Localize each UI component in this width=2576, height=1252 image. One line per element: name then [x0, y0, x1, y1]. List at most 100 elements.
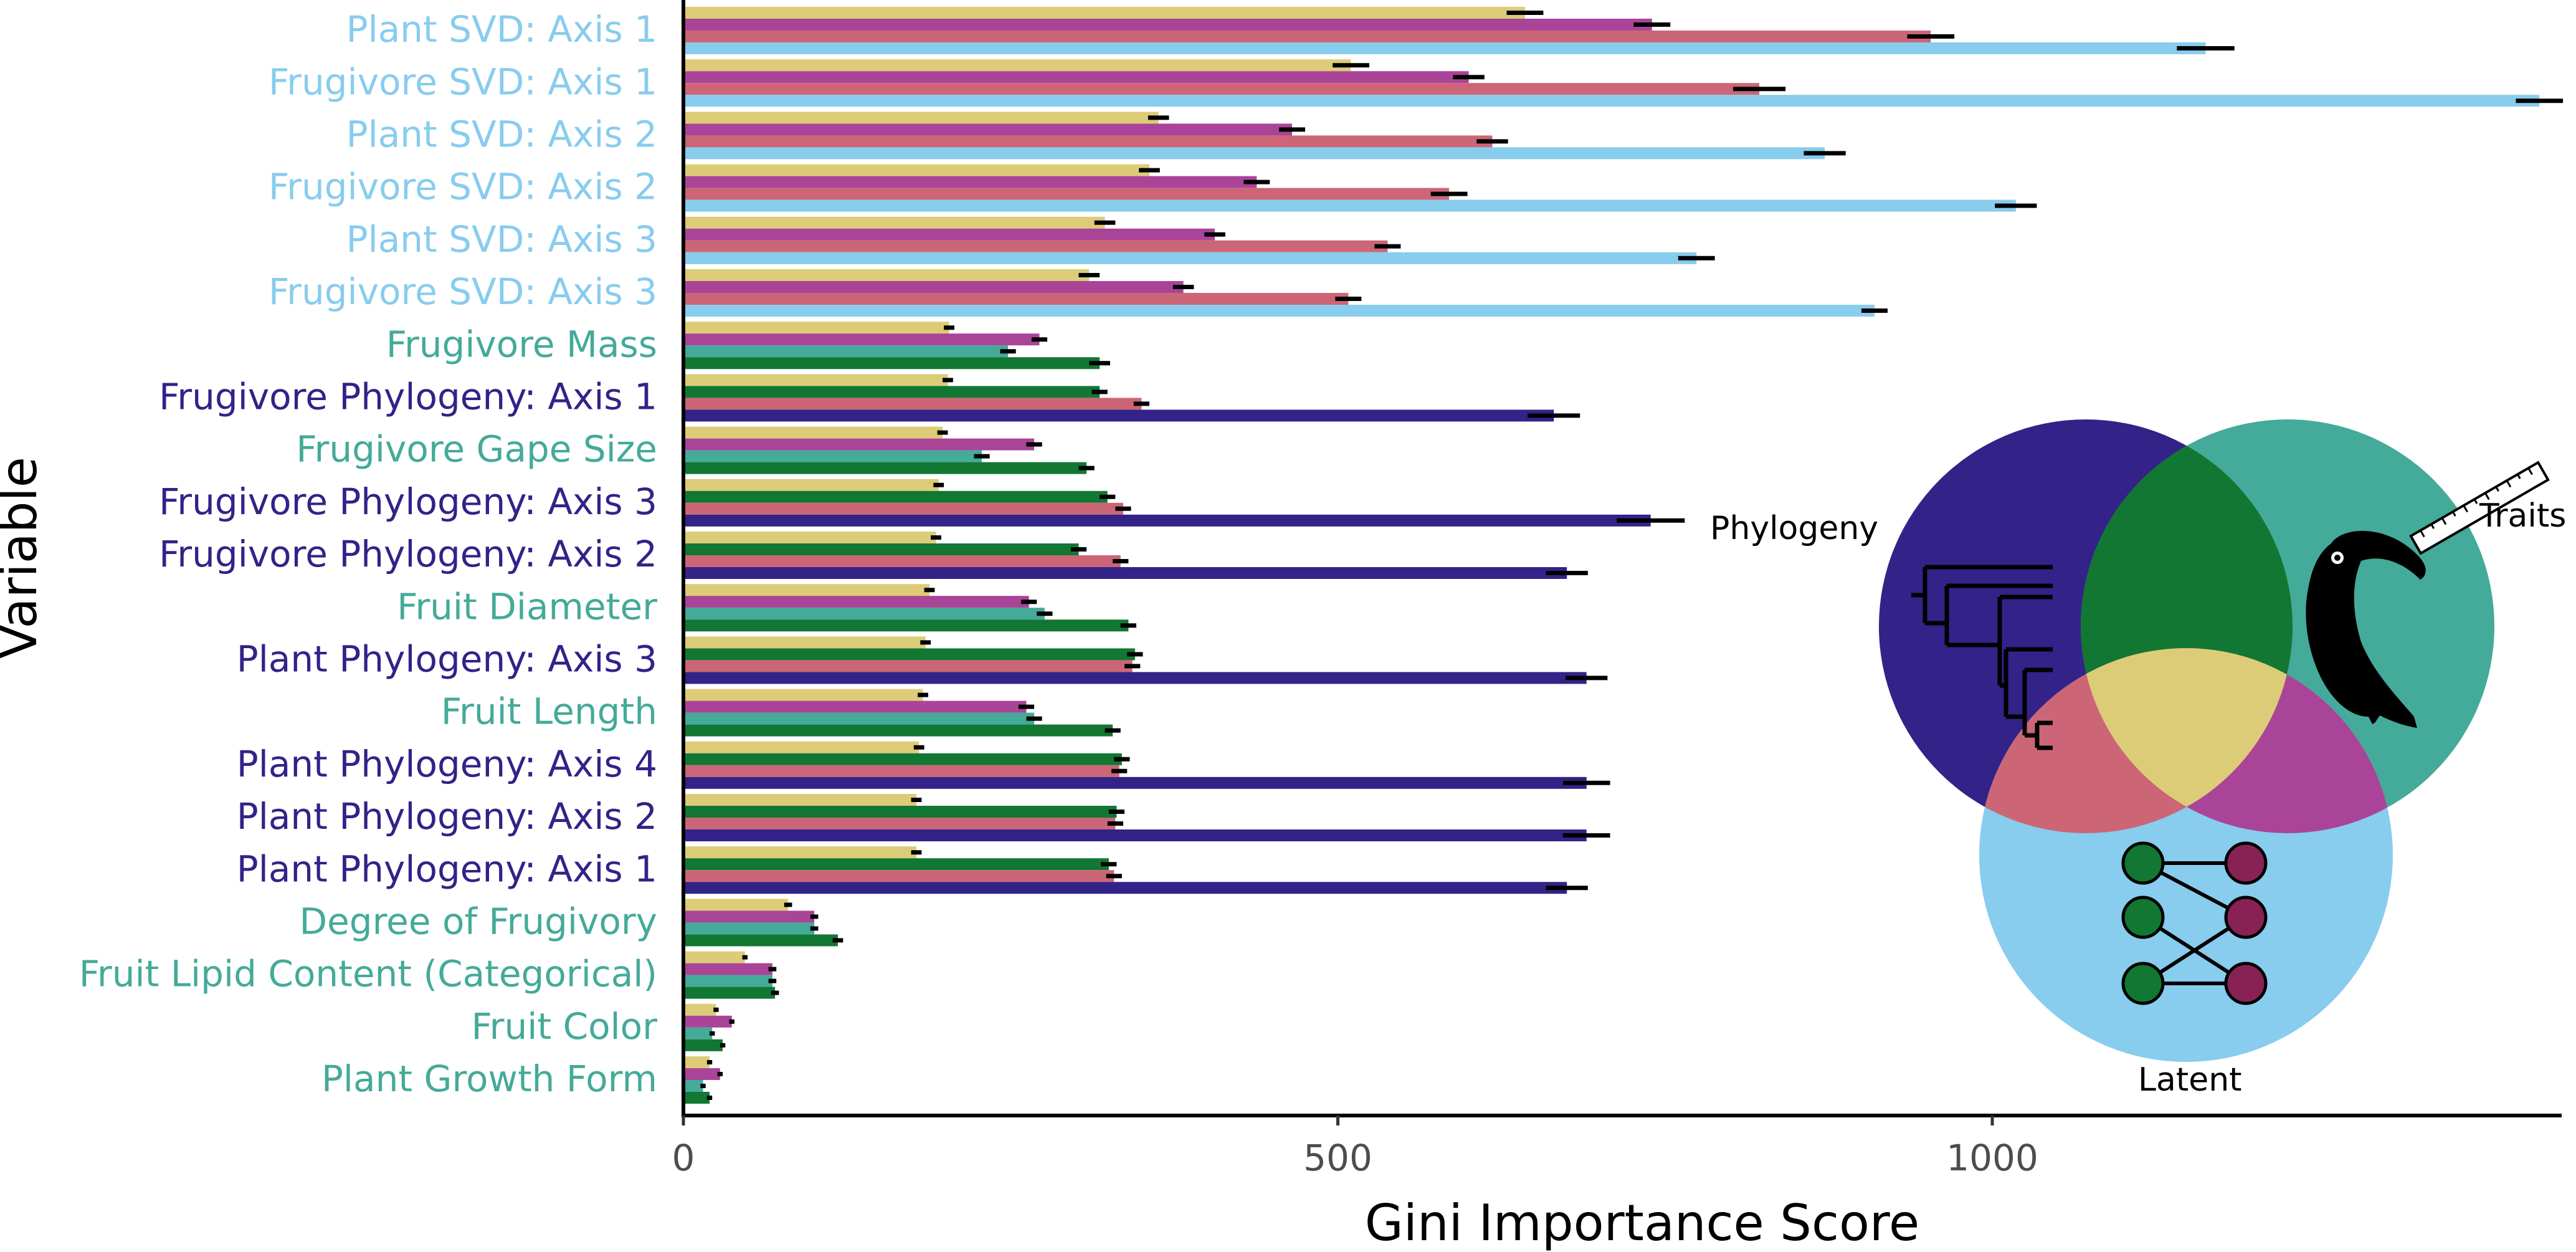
bar-frugivore-gape-size-teal: [683, 450, 982, 462]
bar-fruit-color-yellow: [683, 1003, 716, 1016]
venn-label-traits: Traits: [2479, 497, 2566, 535]
bar-frugivore-mass-green: [683, 357, 1100, 370]
bar-frugivore-svd-axis-3-yellow: [683, 269, 1090, 281]
bar-fruit-length-yellow: [683, 689, 923, 701]
bar-plant-svd-axis-3-red: [683, 240, 1388, 252]
category-label-fruit-diameter: Fruit Diameter: [397, 585, 657, 628]
bar-plant-phylogeny-axis-4-red: [683, 765, 1119, 777]
bar-frugivore-phylogeny-axis-1-red: [683, 398, 1142, 410]
bar-frugivore-phylogeny-axis-2-red: [683, 555, 1121, 567]
bar-frugivore-phylogeny-axis-1-yellow: [683, 374, 948, 386]
bar-plant-svd-axis-2-lightblue: [683, 147, 1825, 160]
bar-frugivore-phylogeny-axis-3-yellow: [683, 479, 939, 491]
bar-plant-phylogeny-axis-2-green: [683, 806, 1117, 818]
bar-degree-of-frugivory-green: [683, 934, 838, 947]
bar-plant-phylogeny-axis-1-navy: [683, 882, 1567, 894]
bar-frugivore-svd-axis-1-lightblue: [683, 95, 2540, 107]
bar-frugivore-phylogeny-axis-1-green: [683, 386, 1100, 398]
bar-frugivore-phylogeny-axis-3-red: [683, 502, 1123, 515]
category-labels: Plant SVD: Axis 1 Frugivore SVD: Axis 1 Pl…: [79, 8, 657, 1100]
bar-frugivore-phylogeny-axis-3-navy: [683, 514, 1651, 527]
bar-fruit-diameter-green: [683, 619, 1129, 632]
bar-frugivore-svd-axis-1-red: [683, 83, 1760, 95]
bar-frugivore-svd-axis-2-yellow: [683, 164, 1149, 176]
bipartite-network-icon: [2121, 841, 2268, 1005]
bar-fruit-diameter-yellow: [683, 584, 929, 596]
bar-frugivore-phylogeny-axis-3-green: [683, 490, 1108, 503]
bar-fruit-length-teal: [683, 712, 1035, 725]
category-label-fruit-lipid-content-categorical: Fruit Lipid Content (Categorical): [79, 953, 657, 995]
venn-label-latent: Latent: [2138, 1061, 2242, 1099]
bar-plant-phylogeny-axis-1-green: [683, 858, 1109, 871]
bar-plant-phylogeny-axis-3-yellow: [683, 636, 926, 649]
category-label-frugivore-svd-axis-1: Frugivore SVD: Axis 1: [269, 60, 657, 103]
bar-plant-growth-form-yellow: [683, 1056, 710, 1068]
bar-plant-svd-axis-1-purple: [683, 19, 1652, 31]
bar-plant-svd-axis-1-lightblue: [683, 42, 2206, 54]
network-node-left: [2121, 962, 2165, 1005]
bar-frugivore-svd-axis-2-lightblue: [683, 199, 2016, 212]
bar-fruit-color-green: [683, 1039, 723, 1051]
bar-plant-phylogeny-axis-3-navy: [683, 672, 1587, 684]
bar-plant-phylogeny-axis-2-navy: [683, 829, 1587, 841]
bars-layer: [683, 7, 2540, 1104]
category-label-frugivore-mass: Frugivore Mass: [386, 323, 657, 365]
bar-frugivore-gape-size-purple: [683, 438, 1035, 451]
x-axis-ticks: 0 500 1000: [672, 1116, 2038, 1179]
bar-plant-svd-axis-3-purple: [683, 228, 1215, 241]
category-label-plant-svd-axis-1: Plant SVD: Axis 1: [346, 8, 657, 50]
bar-degree-of-frugivory-yellow: [683, 899, 789, 911]
bar-plant-phylogeny-axis-1-red: [683, 870, 1115, 882]
venn-diagram: Phylogeny Traits Latent: [1710, 419, 2566, 1099]
bar-plant-phylogeny-axis-4-navy: [683, 777, 1587, 789]
bar-plant-phylogeny-axis-1-yellow: [683, 846, 916, 859]
bar-fruit-diameter-purple: [683, 596, 1029, 608]
bar-fruit-lipid-content-categorical-purple: [683, 963, 772, 975]
bar-frugivore-phylogeny-axis-1-navy: [683, 409, 1554, 422]
bar-fruit-color-teal: [683, 1027, 713, 1039]
bar-plant-growth-form-teal: [683, 1080, 703, 1092]
network-node-right: [2224, 841, 2268, 885]
bar-plant-phylogeny-axis-4-green: [683, 753, 1122, 765]
bar-fruit-length-green: [683, 724, 1113, 737]
bar-frugivore-svd-axis-2-red: [683, 188, 1450, 200]
category-label-plant-phylogeny-axis-4: Plant Phylogeny: Axis 4: [237, 743, 657, 785]
x-tick-label: 500: [1303, 1137, 1372, 1179]
error-bars-layer: [700, 11, 2564, 1100]
network-node-right: [2224, 962, 2268, 1005]
category-label-plant-phylogeny-axis-3: Plant Phylogeny: Axis 3: [237, 638, 657, 681]
category-label-frugivore-gape-size: Frugivore Gape Size: [296, 428, 657, 471]
bar-frugivore-svd-axis-3-red: [683, 293, 1349, 305]
bar-plant-growth-form-green: [683, 1092, 710, 1104]
category-label-frugivore-svd-axis-3: Frugivore SVD: Axis 3: [269, 270, 657, 313]
bar-plant-svd-axis-2-red: [683, 135, 1493, 148]
bar-fruit-lipid-content-categorical-green: [683, 987, 776, 999]
bar-frugivore-mass-purple: [683, 333, 1040, 346]
phylogeny-tree-icon: [1911, 565, 2053, 750]
bar-plant-phylogeny-axis-4-yellow: [683, 741, 920, 753]
category-label-plant-growth-form: Plant Growth Form: [321, 1058, 657, 1100]
bar-plant-phylogeny-axis-3-red: [683, 660, 1133, 672]
bar-frugivore-svd-axis-1-purple: [683, 71, 1469, 84]
category-label-plant-phylogeny-axis-1: Plant Phylogeny: Axis 1: [237, 848, 657, 890]
bar-plant-svd-axis-1-yellow: [683, 7, 1525, 19]
bar-plant-phylogeny-axis-3-green: [683, 648, 1135, 661]
bar-frugivore-phylogeny-axis-2-green: [683, 543, 1079, 555]
bar-plant-svd-axis-1-red: [683, 31, 1931, 42]
category-label-degree-of-frugivory: Degree of Frugivory: [299, 901, 657, 943]
category-label-plant-phylogeny-axis-2: Plant Phylogeny: Axis 2: [237, 795, 657, 838]
category-label-fruit-length: Fruit Length: [441, 691, 657, 733]
y-axis-title: Variable: [0, 457, 48, 659]
toucan-with-ruler-icon: [2306, 461, 2550, 728]
bar-frugivore-svd-axis-3-purple: [683, 281, 1184, 293]
network-node-left: [2121, 841, 2165, 885]
bar-plant-svd-axis-3-lightblue: [683, 252, 1697, 264]
category-label-fruit-color: Fruit Color: [472, 1005, 658, 1048]
bar-frugivore-phylogeny-axis-2-yellow: [683, 532, 936, 543]
network-node-right: [2224, 896, 2268, 939]
bar-plant-phylogeny-axis-2-yellow: [683, 794, 916, 806]
bar-plant-svd-axis-2-yellow: [683, 112, 1159, 124]
bar-plant-phylogeny-axis-2-red: [683, 818, 1116, 829]
network-node-left: [2121, 896, 2165, 939]
